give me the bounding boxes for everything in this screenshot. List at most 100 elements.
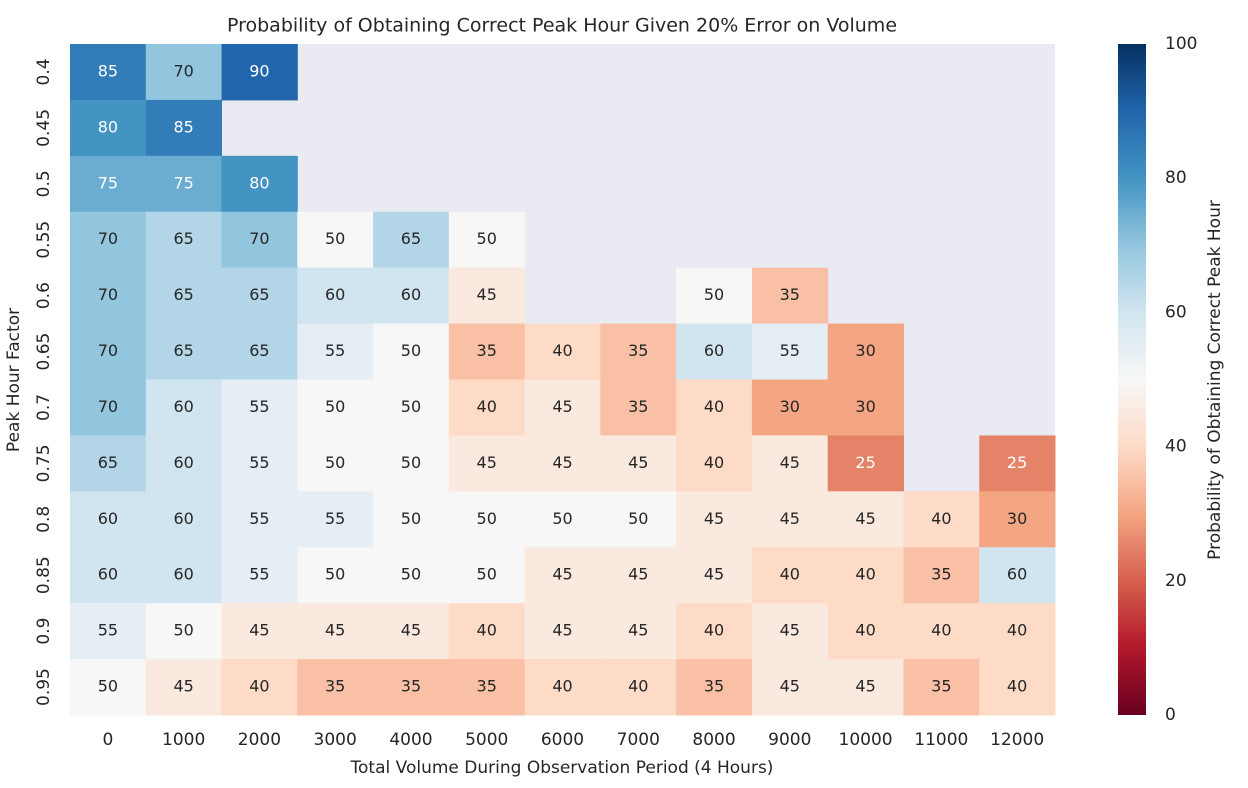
cell-label: 35 [780,285,800,304]
heatmap-cell [221,603,298,660]
heatmap-cell [751,547,829,604]
heatmap-cell [979,491,1056,548]
cell-label: 40 [477,621,497,640]
cell-label: 60 [173,397,193,416]
heatmap-cell [297,435,374,492]
cell-label: 45 [780,509,800,528]
cell-label: 45 [704,565,724,584]
colorbar-tick-label: 0 [1165,705,1176,725]
cell-label: 35 [628,397,648,416]
heatmap-cell [70,211,147,269]
heatmap-cell [676,435,753,492]
cell-label: 50 [325,453,345,472]
cell-label: 40 [704,453,724,472]
cell-label: 65 [249,341,269,360]
heatmap-cell [221,44,298,101]
cell-label: 70 [173,61,193,80]
heatmap-cell [600,323,677,380]
heatmap-cell [979,603,1056,660]
heatmap-cell [524,323,601,380]
cell-label: 40 [249,677,269,696]
heatmap-cell [145,155,223,213]
heatmap-cell [979,659,1056,716]
cell-label: 35 [401,677,421,696]
cell-label: 60 [173,509,193,528]
cell-label: 55 [249,453,269,472]
cell-label: 50 [325,397,345,416]
x-tick-label: 1000 [162,730,205,750]
heatmap-cell [600,379,677,436]
colorbar-tick-label: 60 [1165,302,1187,322]
cell-label: 50 [325,565,345,584]
heatmap-cell [600,603,677,660]
heatmap-cell [70,435,147,492]
heatmap-cell [524,379,601,436]
heatmap-cell [373,379,450,436]
heatmap-cell [297,379,374,436]
heatmap-cell [297,323,374,380]
cell-label: 60 [173,453,193,472]
y-tick-label: 0.5 [34,170,54,197]
cell-label: 35 [704,677,724,696]
cell-label: 55 [98,621,118,640]
heatmap-cell [221,435,298,492]
heatmap-cell [145,547,223,604]
heatmap-cell [524,603,601,660]
heatmap-cell [903,491,980,548]
cell-label: 45 [249,621,269,640]
cell-label: 55 [249,397,269,416]
heatmap-cell [903,603,980,660]
heatmap-cell [297,547,374,604]
heatmap-cell [448,211,526,269]
cell-label: 60 [401,285,421,304]
heatmap-cell [373,435,450,492]
cell-label: 40 [855,565,875,584]
heatmap-cell [145,99,223,157]
cell-label: 55 [249,509,269,528]
heatmap-cell [221,659,298,716]
heatmap-cell [448,659,526,716]
x-tick-label: 3000 [314,730,357,750]
cell-label: 45 [173,677,193,696]
heatmap-cell [70,659,147,716]
heatmap-cell [448,603,526,660]
cell-label: 65 [173,341,193,360]
heatmap-cell [751,435,829,492]
heatmap-cell [979,435,1056,492]
colorbar-tick-label: 80 [1165,168,1187,188]
cell-label: 40 [855,621,875,640]
heatmap-cell [70,99,147,157]
heatmap-cell [448,323,526,380]
x-tick-label: 6000 [541,730,584,750]
heatmap-cell [145,211,223,269]
cell-label: 60 [1007,565,1027,584]
y-tick-label: 0.7 [34,394,54,421]
heatmap-cell [448,435,526,492]
chart-title: Probability of Obtaining Correct Peak Ho… [227,15,897,37]
cell-label: 35 [931,565,951,584]
y-tick-label: 0.6 [34,282,54,309]
heatmap-cell [827,323,904,380]
heatmap-cell [373,323,450,380]
heatmap-cell [70,379,147,436]
heatmap-cell [373,547,450,604]
heatmap-cell [524,547,601,604]
heatmap-cell [373,267,450,325]
x-tick-label: 2000 [238,730,281,750]
cell-label: 45 [628,453,648,472]
heatmap-cell [70,267,147,325]
cell-label: 40 [1007,677,1027,696]
cell-label: 40 [477,397,497,416]
heatmap-cell [373,491,450,548]
heatmap-cell [676,659,753,716]
cell-label: 50 [401,565,421,584]
cell-label: 45 [477,453,497,472]
cell-label: 45 [780,677,800,696]
heatmap-cell [70,547,147,604]
heatmap-cell [373,659,450,716]
heatmap-cell [70,491,147,548]
heatmap-cell [221,155,298,213]
heatmap-cell [297,491,374,548]
cell-label: 70 [98,341,118,360]
cell-label: 50 [173,621,193,640]
